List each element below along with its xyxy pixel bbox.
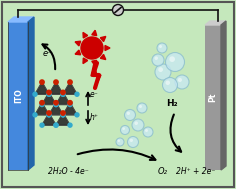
Circle shape [127, 136, 139, 147]
Circle shape [122, 127, 125, 130]
Polygon shape [100, 54, 106, 60]
Circle shape [61, 111, 65, 115]
Circle shape [139, 105, 142, 108]
Text: e⁻: e⁻ [43, 49, 52, 58]
Circle shape [40, 101, 44, 105]
Circle shape [154, 56, 158, 60]
Polygon shape [28, 17, 34, 170]
Circle shape [130, 139, 133, 142]
Circle shape [125, 109, 135, 121]
Circle shape [127, 112, 130, 115]
Circle shape [132, 119, 144, 131]
Circle shape [165, 53, 185, 71]
Circle shape [137, 103, 147, 113]
Circle shape [40, 80, 44, 84]
Circle shape [75, 113, 79, 117]
Polygon shape [105, 46, 110, 50]
Circle shape [121, 125, 130, 135]
Circle shape [54, 103, 58, 107]
Circle shape [143, 127, 153, 137]
Polygon shape [83, 32, 88, 38]
Circle shape [54, 80, 58, 84]
Circle shape [61, 90, 65, 95]
Circle shape [47, 113, 51, 117]
Polygon shape [56, 113, 70, 125]
Polygon shape [221, 21, 226, 170]
Circle shape [68, 101, 72, 105]
Polygon shape [35, 82, 49, 94]
Polygon shape [75, 41, 81, 46]
Circle shape [61, 113, 65, 117]
Text: Pt: Pt [208, 93, 218, 102]
Text: e⁻: e⁻ [90, 90, 99, 99]
Polygon shape [35, 103, 49, 115]
Polygon shape [42, 113, 56, 125]
Circle shape [61, 92, 65, 96]
Text: h⁺: h⁺ [90, 113, 99, 122]
Bar [205, 25, 221, 170]
Circle shape [40, 103, 44, 107]
Polygon shape [49, 82, 63, 94]
Circle shape [178, 78, 182, 82]
Circle shape [68, 123, 72, 127]
Polygon shape [91, 63, 97, 76]
Text: 2H⁺ + 2e⁻: 2H⁺ + 2e⁻ [176, 167, 216, 177]
Polygon shape [75, 50, 81, 55]
Circle shape [61, 92, 65, 96]
Circle shape [68, 80, 72, 84]
Circle shape [61, 113, 65, 117]
Polygon shape [92, 60, 97, 66]
Polygon shape [63, 82, 77, 94]
Polygon shape [95, 75, 101, 88]
Circle shape [33, 92, 37, 96]
Text: H₂: H₂ [166, 98, 178, 108]
Circle shape [165, 81, 170, 85]
Circle shape [54, 103, 58, 107]
Circle shape [33, 113, 37, 117]
Polygon shape [92, 30, 97, 36]
Circle shape [47, 90, 51, 95]
Circle shape [113, 5, 123, 15]
Circle shape [54, 123, 58, 127]
Circle shape [47, 92, 51, 96]
Polygon shape [42, 92, 56, 105]
Polygon shape [63, 103, 77, 115]
Circle shape [47, 113, 51, 117]
Circle shape [118, 140, 120, 142]
Text: O₂: O₂ [158, 167, 168, 177]
Polygon shape [83, 58, 88, 64]
Circle shape [152, 54, 164, 66]
Circle shape [134, 121, 138, 125]
Circle shape [159, 45, 162, 48]
Circle shape [158, 67, 163, 72]
Circle shape [157, 43, 167, 53]
Text: 2H₂O - 4e⁻: 2H₂O - 4e⁻ [48, 167, 88, 177]
Circle shape [75, 92, 79, 96]
Text: ITO: ITO [14, 89, 24, 103]
Circle shape [81, 37, 103, 59]
Polygon shape [49, 103, 63, 115]
Polygon shape [205, 21, 226, 25]
Circle shape [169, 56, 175, 62]
Circle shape [145, 129, 148, 132]
Circle shape [40, 123, 44, 127]
Circle shape [68, 103, 72, 107]
Circle shape [47, 111, 51, 115]
Circle shape [163, 77, 177, 92]
Circle shape [175, 75, 189, 89]
Polygon shape [56, 92, 70, 105]
Bar [8, 22, 28, 170]
Circle shape [54, 101, 58, 105]
Polygon shape [100, 36, 106, 42]
Circle shape [54, 123, 58, 127]
Polygon shape [8, 17, 34, 22]
Circle shape [116, 138, 124, 146]
Circle shape [155, 64, 171, 80]
Circle shape [47, 92, 51, 96]
